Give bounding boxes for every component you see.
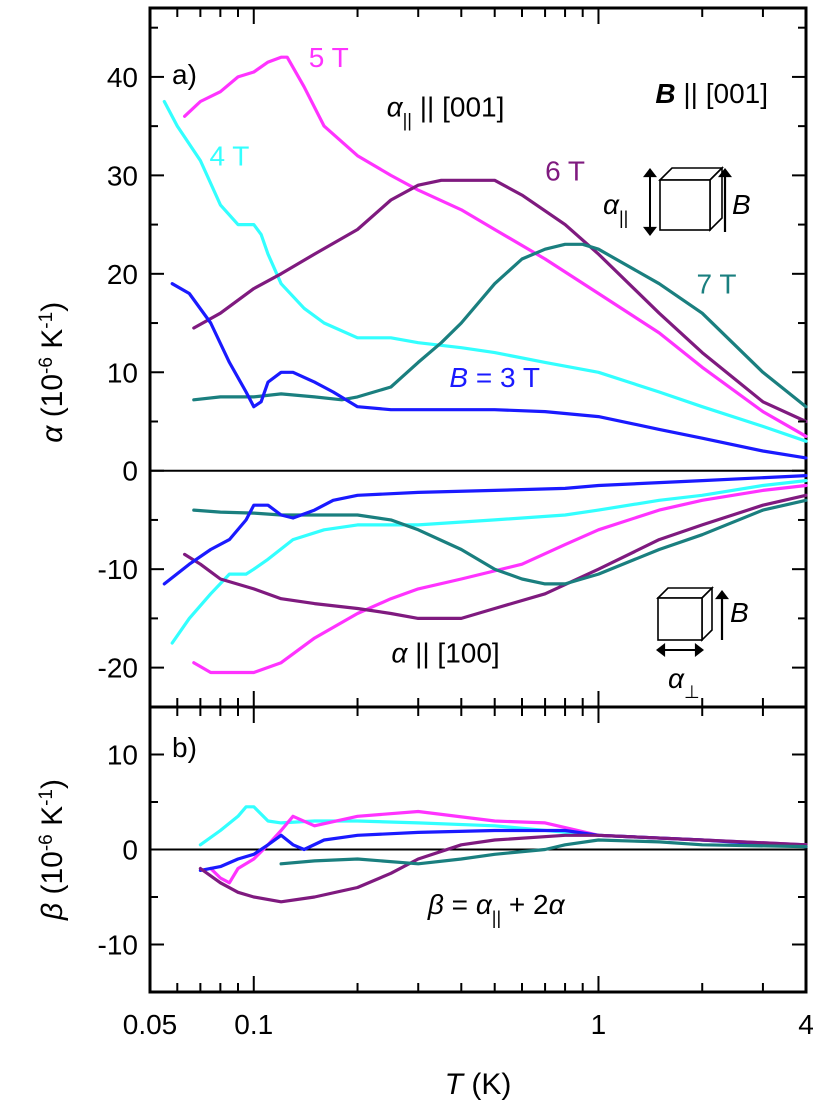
arrow-head	[715, 590, 729, 600]
panel-a-annotation: 4 T	[209, 141, 249, 172]
axis-ticks	[149, 8, 807, 993]
panel-a-series-b-3-t-upper	[170, 282, 808, 460]
field-direction-annotation: B || [001]	[655, 78, 768, 109]
inset-strain-label: α||	[603, 189, 628, 228]
panel-b-ytick-label: -10	[98, 930, 138, 961]
panel-a-series-4-t-lower	[170, 479, 808, 645]
x-tick-label: 4	[798, 1009, 814, 1040]
panel-a-ytick-label: 30	[107, 160, 138, 191]
panel-a-ytick-label: 10	[107, 357, 138, 388]
inset-field-label: B	[730, 597, 749, 628]
arrow-head	[656, 643, 666, 657]
insets: α|| Bα⊥ B	[603, 166, 751, 702]
cube-side-face	[709, 166, 723, 232]
panel-a-series-5-t-upper	[183, 55, 808, 438]
panel-a-annotation: α || [100]	[391, 638, 499, 669]
inset-perpendicular: α⊥ B	[656, 586, 749, 702]
panel-b-ytick-label: 10	[107, 740, 138, 771]
panel-a-ytick-label: 0	[122, 456, 138, 487]
panel-a-series-6-t-upper	[192, 178, 808, 424]
arrow-head	[694, 643, 704, 657]
panel-a-ytick-label: 40	[107, 62, 138, 93]
panel-a-series-7-t-lower	[192, 498, 808, 586]
panel-a-ytick-label: -10	[98, 554, 138, 585]
cube-side-face	[701, 586, 713, 642]
panel-a-series-4-t-upper	[162, 99, 808, 443]
panel-a-ytick-label: -20	[98, 653, 138, 684]
x-axis-title: T (K)	[445, 1068, 512, 1101]
panel-a-annotation: α|| || [001]	[387, 91, 505, 130]
panel-b-series-5-t	[209, 809, 808, 885]
data-series	[162, 55, 808, 904]
inset-field-label: B	[732, 189, 751, 220]
arrow-head	[643, 168, 657, 178]
panel-b-series-6-t	[198, 833, 808, 904]
x-tick-label: 0.05	[123, 1009, 178, 1040]
panel-a-label: a)	[172, 59, 197, 90]
panel-a-series-7-t-upper	[192, 242, 808, 409]
panel-a-annotation: B = 3 T	[449, 362, 540, 393]
panel-b-label: b)	[172, 732, 197, 763]
inset-parallel: α|| B	[603, 166, 751, 236]
beta-formula: β = α|| + 2α	[427, 889, 566, 928]
arrow-head	[718, 168, 732, 178]
cube-front-face	[657, 597, 703, 641]
panel-a-annotation: 6 T	[545, 155, 585, 186]
panel-a-annotation: 5 T	[309, 42, 349, 73]
panel-b-series-7-t	[279, 838, 808, 866]
panel-a-series-6-t-lower	[183, 493, 808, 620]
x-tick-label: 0.1	[234, 1009, 273, 1040]
cube-front-face	[659, 179, 711, 231]
panel-b-ytick-label: 0	[122, 835, 138, 866]
arrow-head	[643, 226, 657, 236]
inset-strain-label: α⊥	[668, 663, 700, 702]
panel-b-y-axis-title: β (10-6 K-1)	[36, 779, 70, 921]
panel-a-ytick-label: 20	[107, 259, 138, 290]
chart-text: -20 -10 0 10 20 30 40 -10 0 10 0.05 0.1 1 4 T (K) α (10…	[36, 42, 814, 1101]
x-tick-label: 1	[591, 1009, 607, 1040]
panel-a-y-axis-title: α (10-6 K-1)	[36, 302, 70, 443]
panel-b-series-b-3-t	[198, 828, 808, 872]
panel-a-series-b-3-t-lower	[162, 474, 808, 586]
panel-a-annotation: 7 T	[697, 269, 737, 300]
panel-a-series-5-t-lower	[192, 483, 808, 675]
